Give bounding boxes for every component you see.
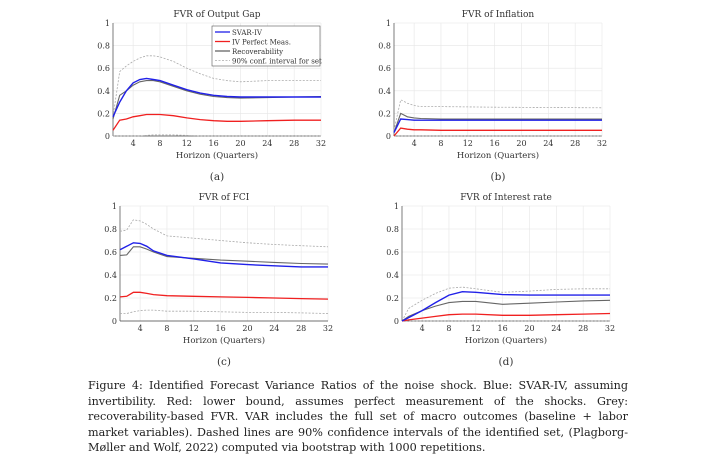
panel-label: (a) — [210, 171, 224, 183]
panel-label: (b) — [491, 171, 506, 183]
chart-title: FVR of FCI — [199, 193, 250, 203]
series-line-ci — [112, 55, 321, 117]
chart-panel-d — [401, 205, 611, 322]
x-tick-label: 32 — [316, 139, 326, 148]
figure-4: 4 8 12 16 20 24 28 32 0 0.2 0.4 0.6 0.8 1 FVR of Outpu… — [97, 10, 615, 368]
x-tick-label: 32 — [323, 324, 333, 333]
x-tick-label: 32 — [597, 139, 607, 148]
x-tick-label: 28 — [289, 139, 299, 148]
x-tick-label: 28 — [296, 324, 306, 333]
y-tick-label: 0.4 — [97, 87, 110, 96]
x-tick-label: 8 — [157, 139, 162, 148]
chart-panel-a — [112, 22, 322, 137]
series-line-ci — [393, 99, 603, 131]
y-tick-label: 0 — [386, 132, 391, 141]
x-tick-label: 4 — [138, 324, 143, 333]
x-tick-label: 24 — [269, 324, 279, 333]
chart-title: FVR of Inflation — [462, 10, 535, 20]
legend-label: IV Perfect Meas. — [232, 39, 291, 47]
panel-label: (c) — [217, 356, 231, 368]
y-tick-label: 0 — [105, 132, 110, 141]
x-axis-label: Horizon (Quarters) — [457, 150, 539, 161]
y-tick-label: 1 — [105, 19, 110, 28]
x-tick-label: 28 — [570, 139, 580, 148]
x-axis-label: Horizon (Quarters) — [183, 335, 265, 346]
legend-label: SVAR-IV — [232, 29, 263, 37]
series-line-recov — [393, 112, 602, 133]
series-line-iv — [119, 291, 329, 300]
y-tick-label: 0.4 — [104, 271, 117, 280]
chart-title: FVR of Output Gap — [173, 10, 260, 20]
panel-label: (d) — [499, 356, 514, 368]
x-axis-label: Horizon (Quarters) — [465, 335, 547, 346]
series-line-svar — [112, 77, 321, 118]
series-line-iv — [401, 312, 611, 322]
series-line-iv — [393, 127, 602, 137]
x-tick-label: 20 — [235, 139, 245, 148]
y-tick-label: 1 — [112, 202, 117, 211]
x-tick-label: 20 — [524, 324, 534, 333]
x-tick-label: 16 — [216, 324, 226, 333]
x-tick-label: 8 — [164, 324, 169, 333]
x-tick-label: 4 — [131, 139, 136, 148]
x-tick-label: 20 — [242, 324, 252, 333]
y-tick-label: 0.2 — [104, 294, 117, 303]
y-tick-label: 0 — [112, 317, 117, 326]
y-tick-label: 0.8 — [104, 225, 117, 234]
series-line-ci — [113, 134, 321, 137]
y-tick-label: 0.6 — [386, 248, 399, 257]
chart-panel-c — [119, 205, 329, 322]
x-tick-label: 24 — [551, 324, 561, 333]
x-tick-label: 12 — [471, 324, 481, 333]
x-tick-label: 4 — [412, 139, 417, 148]
x-tick-label: 12 — [463, 139, 473, 148]
x-tick-label: 4 — [420, 324, 425, 333]
x-tick-label: 8 — [446, 324, 451, 333]
x-tick-label: 16 — [498, 324, 508, 333]
x-tick-label: 16 — [490, 139, 500, 148]
y-tick-label: 0.8 — [378, 42, 391, 51]
x-tick-label: 28 — [578, 324, 588, 333]
x-tick-label: 8 — [438, 139, 443, 148]
x-tick-label: 16 — [209, 139, 219, 148]
x-tick-label: 20 — [516, 139, 526, 148]
x-tick-label: 32 — [605, 324, 615, 333]
y-tick-label: 1 — [394, 202, 399, 211]
legend-label: Recoverability — [232, 48, 283, 56]
y-tick-label: 0.2 — [386, 294, 399, 303]
y-tick-label: 0.2 — [97, 109, 110, 118]
chart-title: FVR of Interest rate — [460, 193, 552, 203]
y-tick-label: 0.8 — [386, 225, 399, 234]
x-tick-label: 12 — [182, 139, 192, 148]
y-tick-label: 0.6 — [378, 64, 391, 73]
x-tick-label: 24 — [262, 139, 272, 148]
series-line-ci — [120, 309, 329, 314]
figure-caption: Figure 4: Identified Forecast Variance R… — [88, 379, 628, 455]
y-tick-label: 0 — [394, 317, 399, 326]
series-line-ci — [119, 219, 329, 248]
y-tick-label: 0.8 — [97, 42, 110, 51]
legend-box — [211, 25, 321, 67]
x-axis-label: Horizon (Quarters) — [176, 150, 258, 161]
chart-panel-b — [393, 22, 603, 137]
series-line-svar — [393, 118, 602, 133]
series-line-recov — [112, 80, 322, 120]
series-line-svar — [401, 290, 610, 322]
y-tick-label: 0.4 — [386, 271, 399, 280]
series-line-svar — [119, 242, 328, 268]
series-line-recov — [119, 246, 329, 265]
y-tick-label: 0.2 — [378, 109, 391, 118]
x-tick-label: 12 — [189, 324, 199, 333]
x-tick-label: 24 — [543, 139, 553, 148]
series-line-ci — [401, 286, 610, 322]
y-tick-label: 0.4 — [378, 87, 391, 96]
y-tick-label: 1 — [386, 19, 391, 28]
series-line-iv — [112, 113, 321, 131]
legend-label: 90% conf. interval for set — [232, 58, 322, 66]
y-tick-label: 0.6 — [104, 248, 117, 257]
y-tick-label: 0.6 — [97, 64, 110, 73]
